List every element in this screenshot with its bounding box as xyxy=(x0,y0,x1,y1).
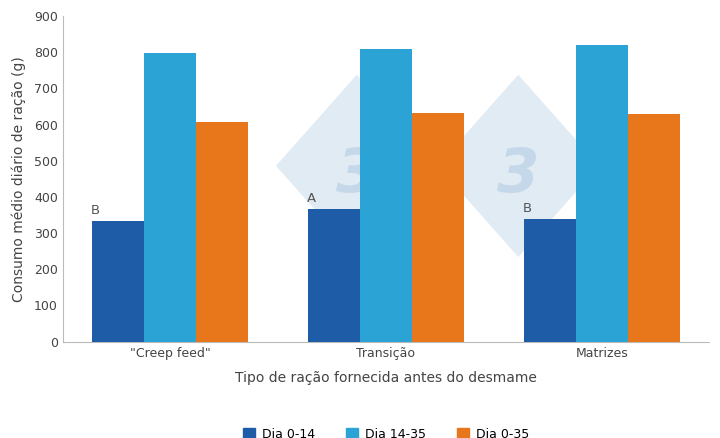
Bar xyxy=(92,221,144,342)
Text: B: B xyxy=(91,204,100,217)
Text: B: B xyxy=(523,202,532,215)
Text: A: A xyxy=(307,191,316,205)
Bar xyxy=(196,122,248,342)
Text: 3: 3 xyxy=(497,146,539,205)
Bar xyxy=(144,53,196,342)
X-axis label: Tipo de ração fornecida antes do desmame: Tipo de ração fornecida antes do desmame xyxy=(235,371,537,385)
Bar xyxy=(308,209,360,342)
Polygon shape xyxy=(276,75,438,257)
Bar xyxy=(524,219,576,342)
Bar xyxy=(628,114,680,342)
Bar xyxy=(360,49,412,342)
Text: 3: 3 xyxy=(336,146,378,205)
Legend: Dia 0-14, Dia 14-35, Dia 0-35: Dia 0-14, Dia 14-35, Dia 0-35 xyxy=(238,423,534,438)
Bar xyxy=(576,45,628,342)
Polygon shape xyxy=(438,75,599,257)
Bar xyxy=(412,113,464,342)
Y-axis label: Consumo médio diário de ração (g): Consumo médio diário de ração (g) xyxy=(11,56,26,302)
